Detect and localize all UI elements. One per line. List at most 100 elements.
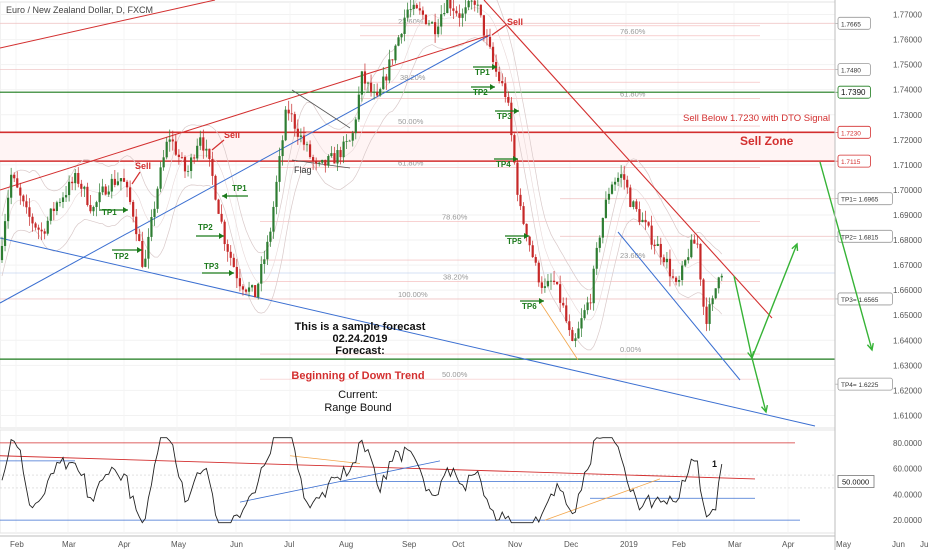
candle-body [345,141,348,142]
candle-body [34,223,37,228]
osc-orange-trend [289,455,361,464]
candle-body [71,181,74,184]
time-tick-label: Dec [564,540,578,549]
candle-body [382,76,385,90]
candle-body [275,181,278,207]
candle-body [220,213,223,222]
osc-marker: 1 [712,459,717,469]
time-tick-label: Jun [892,540,905,549]
candle-body [49,208,52,221]
candle-body [589,302,592,304]
candle-body [644,219,647,223]
price-tick-label: 1.63000 [893,361,922,370]
candle-body [485,35,489,37]
forecast-path [733,275,753,359]
candle-body [440,14,443,27]
candle-body [519,194,522,207]
price-tick-label: 1.75000 [893,61,922,70]
candle-body [449,0,452,9]
candle-body [565,305,568,322]
candle-body [525,223,528,237]
candle-body [458,13,461,18]
candle-body [156,188,159,209]
candle-body [257,283,260,298]
fib-level-label: 100.00% [398,290,428,299]
candle-body [543,286,546,288]
candle-body [40,229,43,232]
candle-body [116,181,119,185]
tp-label: TP1 [102,208,117,217]
candle-body [95,202,98,208]
candle-body [168,139,171,142]
candle-body [89,205,92,212]
candle-body [342,141,345,158]
candle-body [235,266,238,279]
falling-channel-line [617,231,741,381]
candle-body [37,227,40,230]
candle-body [617,177,620,182]
candle-body [421,10,424,15]
candle-body [196,145,199,159]
time-tick-label: Aug [339,540,353,549]
price-tick-label: 1.73000 [893,111,922,120]
trend-lines [0,0,816,427]
candle-body [409,9,412,10]
forecast-path [819,161,873,351]
candle-body [238,278,241,287]
forecast-text: Forecast: [335,345,385,357]
candle-body [293,114,296,129]
candle-body [546,280,550,287]
candle-body [0,245,4,261]
forecast-path [751,357,767,413]
candle-body [46,220,49,234]
candle-body [540,282,543,288]
candle-body [199,137,202,146]
candle-body [52,208,55,212]
candle-body [437,26,440,35]
candle-body [659,243,662,258]
candle-body [690,239,693,258]
candle-body [470,0,473,2]
fib-level-label: 76.60% [620,27,646,36]
candle-body [287,109,290,114]
candle-body [55,202,58,212]
candle-body [427,23,431,25]
candle-body [406,9,409,18]
down-trend-line [483,0,773,319]
candle-body [165,141,168,158]
oscillator-tick-label: 80.0000 [893,439,922,448]
candle-body [144,258,147,267]
price-tick-label: 1.67000 [893,261,922,270]
candle-body [626,179,629,188]
candle-body [415,4,418,9]
candle-body [369,82,373,93]
candle-body [129,187,132,202]
candle-body [330,153,333,156]
candle-body [363,71,367,84]
candle-body [464,7,467,14]
candle-body [461,13,464,18]
price-tick-label: 1.77000 [893,11,922,20]
candle-body [74,172,77,184]
candle-body [308,144,312,158]
candle-body [132,201,135,217]
rising-resistance-line [0,34,491,191]
time-tick-label: May [836,540,851,549]
candle-body [28,207,31,217]
candle-body [556,281,559,285]
candle-body [351,133,354,141]
price-level-tag-text: 1.7665 [841,21,861,28]
forecast-path [751,243,798,359]
candle-body [366,82,370,84]
price-level-tag-text: TP3= 1.6565 [841,297,879,304]
flag-line [291,89,351,129]
candle-body [705,306,708,324]
price-tick-label: 1.69000 [893,211,922,220]
candle-body [13,174,16,179]
candle-body [696,243,699,245]
candle-body [281,140,284,157]
sell-zone-band [0,132,835,162]
arrow-head [513,156,518,162]
